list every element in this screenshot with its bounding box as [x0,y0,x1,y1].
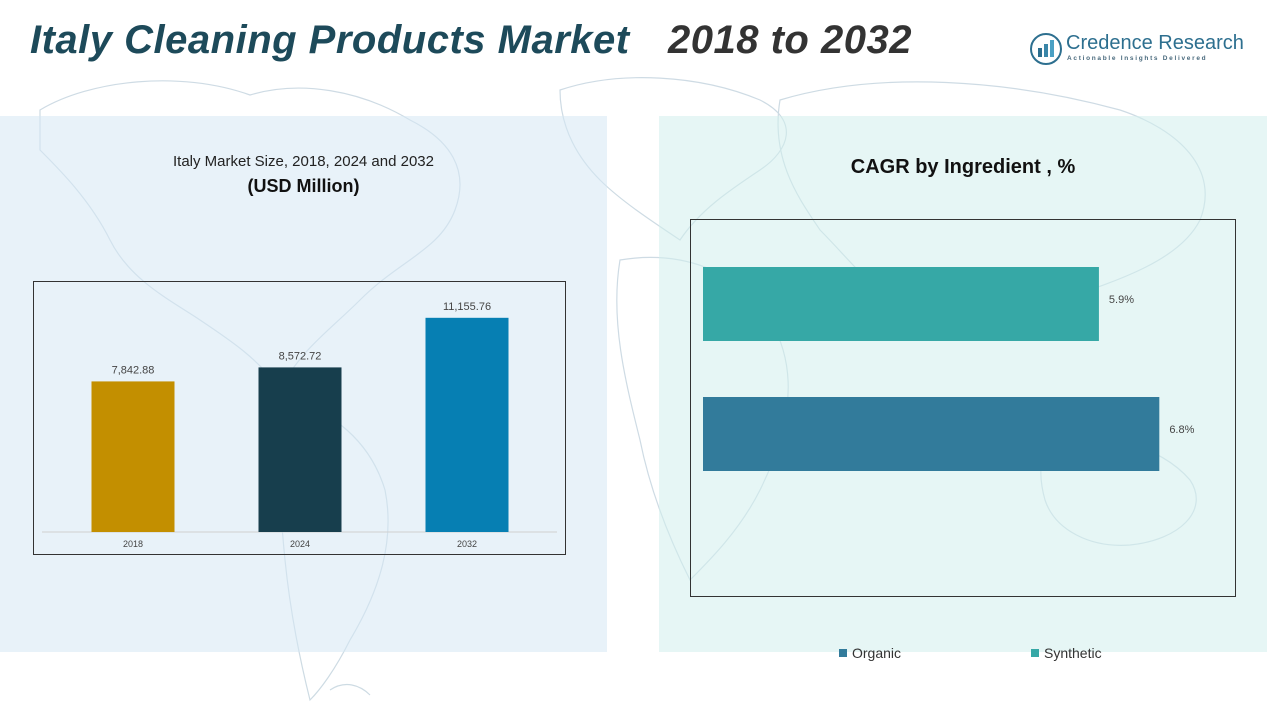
market-size-chart-unit: (USD Million) [247,176,360,196]
legend-label-synthetic: Synthetic [1044,645,1102,661]
tick-label-2018: 2018 [123,539,143,549]
bar-chart-logo-icon [1030,33,1062,65]
data-label-2018: 7,842.88 [112,364,155,376]
logo-tagline: Actionable Insights Delivered [1067,55,1208,62]
legend-item-synthetic: Synthetic [1031,645,1102,661]
legend-item-organic: Organic [839,645,901,661]
logo-name: Credence Research [1066,32,1244,54]
bar-2024 [258,367,342,532]
data-label-2024: 8,572.72 [279,350,322,362]
cagr-chart-title: CAGR by Ingredient , % [850,156,1076,178]
page-title-years: 2018 to 2032 [668,18,912,62]
market-size-panel: Italy Market Size, 2018, 2024 and 2032 (… [0,116,607,652]
bar-2032 [425,317,509,532]
data-label-organic: 6.8% [1169,424,1194,436]
data-label-2032: 11,155.76 [443,301,491,313]
market-size-chart-frame: 7,842.88 2018 8,572.72 2024 11,155.76 2032 [33,281,566,555]
legend-label-organic: Organic [852,645,902,661]
cagr-panel: CAGR by Ingredient , % 5.9% 6.8% Organic … [659,116,1267,661]
cagr-chart-frame: 5.9% 6.8% Organic Synthetic [690,219,1236,661]
cagr-bar-chart: 5.9% 6.8% [703,267,1195,471]
data-label-synthetic: 5.9% [1109,294,1134,306]
tick-label-2032: 2032 [457,539,477,549]
page-title: Italy Cleaning Products Market [30,18,630,62]
credence-research-logo: Credence Research Actionable Insights De… [1030,30,1244,70]
bar-synthetic [703,267,1099,341]
bar-2018 [91,381,175,532]
legend-swatch-organic [839,649,847,658]
market-size-chart-title: Italy Market Size, 2018, 2024 and 2032 [172,153,434,170]
tick-label-2024: 2024 [290,539,310,549]
market-size-bar-chart: 7,842.88 2018 8,572.72 2024 11,155.76 2032 [42,301,557,549]
legend-swatch-synthetic [1031,649,1039,658]
bar-organic [703,397,1160,471]
